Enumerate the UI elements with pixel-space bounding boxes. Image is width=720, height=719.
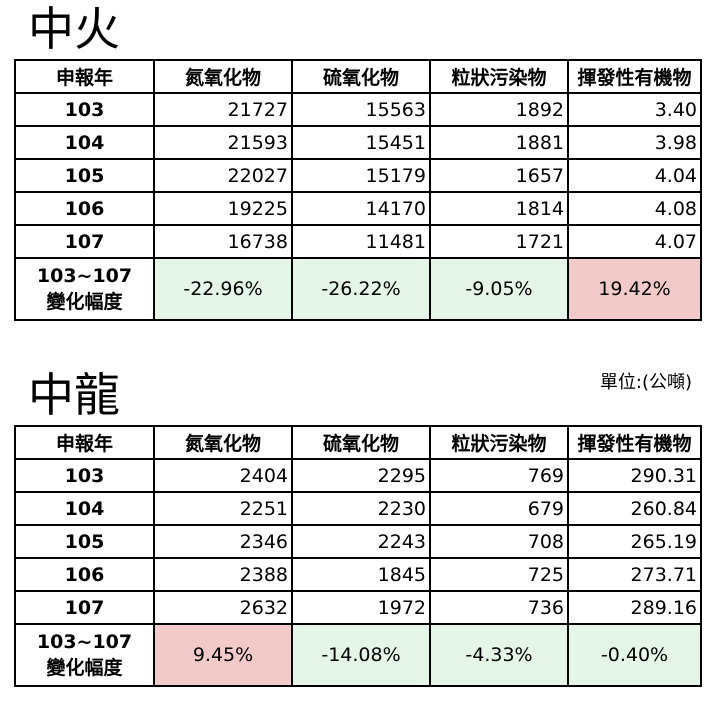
column-header-year: 申報年	[14, 59, 155, 94]
voc-cell: 3.98	[567, 125, 702, 160]
year-cell: 104	[14, 125, 155, 160]
column-header-pm: 粒狀污染物	[429, 59, 569, 94]
change-row: 103~107 變化幅度 -22.96% -26.22% -9.05% 19.4…	[14, 257, 702, 321]
table-header-row: 申報年 氮氧化物 硫氧化物 粒狀污染物 揮發性有機物	[14, 425, 702, 460]
nox-cell: 21593	[153, 125, 293, 160]
change-label-range: 103~107	[36, 265, 133, 287]
pm-cell: 679	[429, 491, 569, 526]
change-label-range: 103~107	[36, 631, 133, 653]
pm-cell: 1881	[429, 125, 569, 160]
voc-cell: 265.19	[567, 524, 702, 559]
voc-change-cell: 19.42%	[567, 257, 702, 321]
sox-cell: 15563	[291, 92, 431, 127]
nox-cell: 2388	[153, 557, 293, 592]
sox-change-cell: -26.22%	[291, 257, 431, 321]
emissions-table-taichung: 申報年 氮氧化物 硫氧化物 粒狀污染物 揮發性有機物 103 21727 155…	[14, 59, 702, 321]
voc-cell: 4.04	[567, 158, 702, 193]
voc-cell: 4.07	[567, 224, 702, 259]
unit-label: 單位:(公噸)	[599, 372, 692, 393]
nox-change-cell: 9.45%	[153, 623, 293, 687]
nox-cell: 2251	[153, 491, 293, 526]
nox-cell: 2632	[153, 590, 293, 625]
pm-cell: 1814	[429, 191, 569, 226]
nox-cell: 2346	[153, 524, 293, 559]
voc-cell: 3.40	[567, 92, 702, 127]
year-cell: 103	[14, 458, 155, 493]
voc-cell: 289.16	[567, 590, 702, 625]
table-row: 106 2388 1845 725 273.71	[14, 557, 702, 592]
table-header-row: 申報年 氮氧化物 硫氧化物 粒狀污染物 揮發性有機物	[14, 59, 702, 94]
year-cell: 105	[14, 158, 155, 193]
column-header-nox: 氮氧化物	[153, 425, 293, 460]
pm-cell: 725	[429, 557, 569, 592]
table-row: 107 2632 1972 736 289.16	[14, 590, 702, 625]
voc-cell: 290.31	[567, 458, 702, 493]
change-label-cell: 103~107 變化幅度	[14, 257, 155, 321]
sox-cell: 15179	[291, 158, 431, 193]
pm-cell: 736	[429, 590, 569, 625]
column-header-sox: 硫氧化物	[291, 425, 431, 460]
sox-cell: 1845	[291, 557, 431, 592]
change-label-cell: 103~107 變化幅度	[14, 623, 155, 687]
year-cell: 106	[14, 191, 155, 226]
voc-cell: 4.08	[567, 191, 702, 226]
sox-cell: 1972	[291, 590, 431, 625]
emissions-table-zhonglong: 申報年 氮氧化物 硫氧化物 粒狀污染物 揮發性有機物 103 2404 2295…	[14, 425, 702, 687]
nox-cell: 19225	[153, 191, 293, 226]
nox-cell: 22027	[153, 158, 293, 193]
pm-cell: 1657	[429, 158, 569, 193]
year-cell: 104	[14, 491, 155, 526]
table-row: 104 21593 15451 1881 3.98	[14, 125, 702, 160]
table-row: 103 21727 15563 1892 3.40	[14, 92, 702, 127]
change-row: 103~107 變化幅度 9.45% -14.08% -4.33% -0.40%	[14, 623, 702, 687]
sox-change-cell: -14.08%	[291, 623, 431, 687]
voc-cell: 273.71	[567, 557, 702, 592]
sox-cell: 15451	[291, 125, 431, 160]
nox-cell: 2404	[153, 458, 293, 493]
year-cell: 107	[14, 224, 155, 259]
table-row: 105 2346 2243 708 265.19	[14, 524, 702, 559]
sox-cell: 2295	[291, 458, 431, 493]
pm-cell: 1892	[429, 92, 569, 127]
year-cell: 103	[14, 92, 155, 127]
column-header-pm: 粒狀污染物	[429, 425, 569, 460]
table-row: 104 2251 2230 679 260.84	[14, 491, 702, 526]
pm-cell: 769	[429, 458, 569, 493]
nox-cell: 21727	[153, 92, 293, 127]
year-cell: 107	[14, 590, 155, 625]
column-header-voc: 揮發性有機物	[567, 425, 702, 460]
pm-cell: 1721	[429, 224, 569, 259]
change-label-text: 變化幅度	[46, 291, 123, 313]
column-header-nox: 氮氧化物	[153, 59, 293, 94]
section-title-zhonglong: 中龍	[28, 368, 120, 422]
pm-cell: 708	[429, 524, 569, 559]
column-header-voc: 揮發性有機物	[567, 59, 702, 94]
sox-cell: 2243	[291, 524, 431, 559]
sox-cell: 11481	[291, 224, 431, 259]
sox-cell: 14170	[291, 191, 431, 226]
table-row: 106 19225 14170 1814 4.08	[14, 191, 702, 226]
section-title-taichung: 中火	[28, 2, 120, 56]
pm-change-cell: -9.05%	[429, 257, 569, 321]
voc-change-cell: -0.40%	[567, 623, 702, 687]
nox-change-cell: -22.96%	[153, 257, 293, 321]
column-header-year: 申報年	[14, 425, 155, 460]
pm-change-cell: -4.33%	[429, 623, 569, 687]
column-header-sox: 硫氧化物	[291, 59, 431, 94]
year-cell: 106	[14, 557, 155, 592]
change-label-text: 變化幅度	[46, 657, 123, 679]
table-row: 107 16738 11481 1721 4.07	[14, 224, 702, 259]
table-row: 103 2404 2295 769 290.31	[14, 458, 702, 493]
sox-cell: 2230	[291, 491, 431, 526]
table-row: 105 22027 15179 1657 4.04	[14, 158, 702, 193]
year-cell: 105	[14, 524, 155, 559]
nox-cell: 16738	[153, 224, 293, 259]
voc-cell: 260.84	[567, 491, 702, 526]
